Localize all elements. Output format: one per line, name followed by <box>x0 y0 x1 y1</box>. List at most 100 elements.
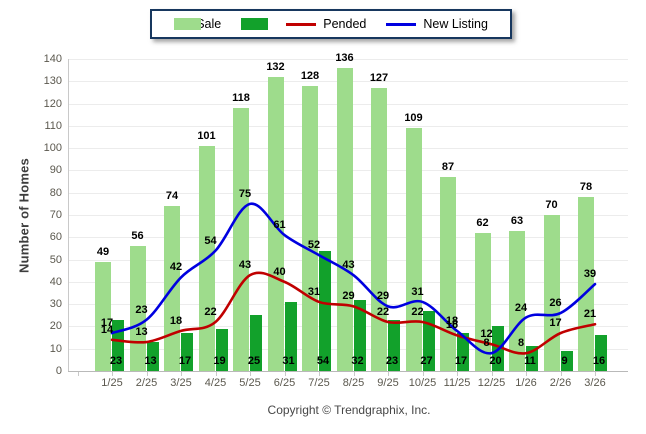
value-label-pended: 40 <box>273 265 286 278</box>
pended-swatch-icon <box>286 22 317 26</box>
value-label-new-listing: 26 <box>549 297 562 310</box>
x-tick-label: 3/25 <box>170 377 192 389</box>
y-tick-label: 130 <box>43 75 62 88</box>
value-label-new-listing: 42 <box>169 261 183 274</box>
y-tick-label: 20 <box>49 320 62 333</box>
bar-sold <box>560 350 573 371</box>
value-label-sold: 23 <box>385 355 399 367</box>
legend-item-new-listing: New Listing <box>386 17 488 31</box>
legend: For Sale Sold Pended New Listing <box>150 9 512 39</box>
value-label-for-sale: 62 <box>476 216 489 229</box>
value-label-pended: 22 <box>376 305 390 318</box>
bar-sold <box>146 342 159 371</box>
value-label-sold: 17 <box>178 355 192 367</box>
gridline <box>68 59 628 60</box>
x-tick-mark <box>215 372 217 376</box>
value-label-pended: 14 <box>100 323 114 336</box>
legend-label-pended: Pended <box>323 17 367 31</box>
y-tick-label: 140 <box>43 53 62 65</box>
x-tick-mark <box>181 372 183 376</box>
value-label-pended: 13 <box>135 326 148 339</box>
value-label-for-sale: 118 <box>232 92 250 105</box>
x-tick-label: 1/25 <box>101 377 123 389</box>
x-axis-line <box>68 371 628 372</box>
value-label-pended: 21 <box>583 308 597 321</box>
x-tick-label: 12/25 <box>477 377 506 389</box>
x-tick-mark <box>77 372 79 376</box>
x-tick-label: 2/25 <box>135 377 158 389</box>
bar-for-sale <box>509 230 525 371</box>
value-label-sold: 31 <box>282 355 295 367</box>
value-label-pended: 43 <box>238 259 252 272</box>
x-tick-mark <box>526 372 528 376</box>
value-label-for-sale: 63 <box>510 214 524 227</box>
x-tick-mark <box>422 372 424 376</box>
bar-sold <box>319 250 331 371</box>
x-tick-label: 6/25 <box>273 377 296 389</box>
y-tick-label: 100 <box>43 142 62 155</box>
value-label-for-sale: 109 <box>404 112 423 125</box>
value-label-for-sale: 74 <box>165 190 179 203</box>
x-tick-mark <box>388 372 390 376</box>
value-label-sold: 13 <box>144 355 157 367</box>
value-label-new-listing: 31 <box>411 285 424 298</box>
legend-label-new-listing: New Listing <box>423 17 488 31</box>
sold-swatch-icon <box>241 18 269 30</box>
value-label-new-listing: 23 <box>135 303 148 316</box>
x-tick-label: 8/25 <box>342 377 365 389</box>
value-label-for-sale: 127 <box>369 71 389 84</box>
y-tick-label: 10 <box>49 342 62 355</box>
value-label-pended: 8 <box>517 337 525 350</box>
new-listing-line <box>110 202 597 355</box>
value-label-new-listing: 39 <box>583 268 597 281</box>
value-label-pended: 17 <box>549 317 562 330</box>
x-tick-label: 2/26 <box>549 377 572 389</box>
bar-for-sale <box>95 261 111 371</box>
x-tick-label: 3/26 <box>584 377 606 389</box>
x-tick-label: 7/25 <box>308 377 330 389</box>
value-label-pended: 22 <box>204 305 217 318</box>
value-label-pended: 31 <box>307 285 321 298</box>
y-tick-label: 50 <box>49 253 62 266</box>
x-tick-mark <box>146 372 148 376</box>
value-label-for-sale: 49 <box>96 245 110 258</box>
value-label-new-listing: 54 <box>204 234 217 247</box>
y-tick-label: 0 <box>55 365 62 377</box>
x-tick-mark <box>319 372 321 376</box>
legend-item-sold: Sold <box>241 17 269 31</box>
bar-for-sale <box>474 232 491 371</box>
y-tick-label: 40 <box>49 275 62 288</box>
value-label-new-listing: 52 <box>307 239 321 252</box>
x-tick-mark <box>353 372 355 376</box>
x-tick-label: 9/25 <box>377 377 399 389</box>
value-label-for-sale: 70 <box>545 199 558 211</box>
x-tick-mark <box>595 372 597 376</box>
bar-sold <box>215 328 228 371</box>
bar-for-sale <box>371 87 387 371</box>
value-label-new-listing: 8 <box>483 337 490 350</box>
x-tick-label: 11/25 <box>443 377 471 389</box>
value-label-new-listing: 17 <box>100 317 114 330</box>
value-label-new-listing: 43 <box>342 259 355 272</box>
bar-sold <box>595 335 607 371</box>
bar-for-sale <box>405 128 422 371</box>
value-label-sold: 20 <box>489 355 502 367</box>
value-label-sold: 11 <box>524 355 536 367</box>
value-label-pended: 12 <box>480 328 493 341</box>
bar-for-sale <box>129 246 146 371</box>
value-label-for-sale: 56 <box>131 230 144 243</box>
bar-for-sale <box>440 177 456 371</box>
value-label-pended: 29 <box>342 290 355 303</box>
bar-for-sale <box>543 215 560 371</box>
value-label-sold: 19 <box>213 355 226 367</box>
value-label-sold: 9 <box>561 355 568 367</box>
value-label-sold: 54 <box>316 355 330 367</box>
value-label-sold: 27 <box>420 355 433 367</box>
value-label-new-listing: 75 <box>238 187 252 200</box>
bar-sold <box>284 301 297 371</box>
y-tick-label: 120 <box>43 97 62 110</box>
x-tick-mark <box>284 372 286 376</box>
x-tick-label: 1/26 <box>515 377 537 389</box>
